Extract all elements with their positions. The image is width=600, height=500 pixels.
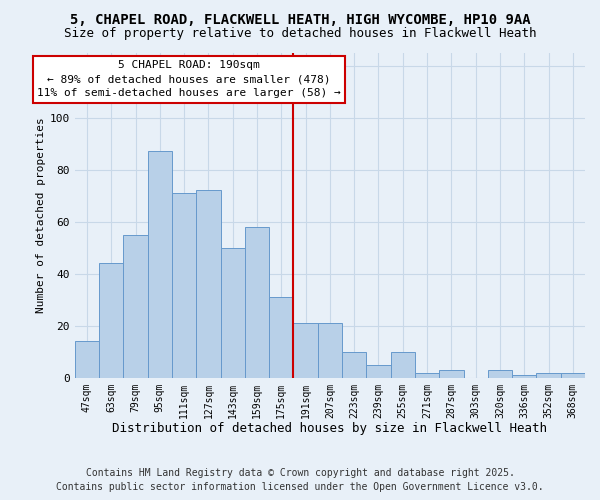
Bar <box>439 370 464 378</box>
Bar <box>221 248 245 378</box>
Y-axis label: Number of detached properties: Number of detached properties <box>35 117 46 313</box>
Bar <box>124 234 148 378</box>
Bar <box>318 323 342 378</box>
Text: 5 CHAPEL ROAD: 190sqm
← 89% of detached houses are smaller (478)
11% of semi-det: 5 CHAPEL ROAD: 190sqm ← 89% of detached … <box>37 60 341 98</box>
Bar <box>172 193 196 378</box>
Bar <box>245 227 269 378</box>
Text: Contains HM Land Registry data © Crown copyright and database right 2025.
Contai: Contains HM Land Registry data © Crown c… <box>56 468 544 492</box>
Bar <box>342 352 367 378</box>
Bar <box>148 152 172 378</box>
Bar <box>415 372 439 378</box>
Bar <box>269 297 293 378</box>
Bar <box>536 372 561 378</box>
Bar <box>75 342 99 378</box>
Bar <box>196 190 221 378</box>
Bar <box>488 370 512 378</box>
Bar <box>367 364 391 378</box>
Text: Size of property relative to detached houses in Flackwell Heath: Size of property relative to detached ho… <box>64 28 536 40</box>
Bar <box>99 263 124 378</box>
Text: 5, CHAPEL ROAD, FLACKWELL HEATH, HIGH WYCOMBE, HP10 9AA: 5, CHAPEL ROAD, FLACKWELL HEATH, HIGH WY… <box>70 12 530 26</box>
Bar <box>293 323 318 378</box>
Bar <box>391 352 415 378</box>
X-axis label: Distribution of detached houses by size in Flackwell Heath: Distribution of detached houses by size … <box>112 422 547 435</box>
Bar <box>512 375 536 378</box>
Bar <box>561 372 585 378</box>
